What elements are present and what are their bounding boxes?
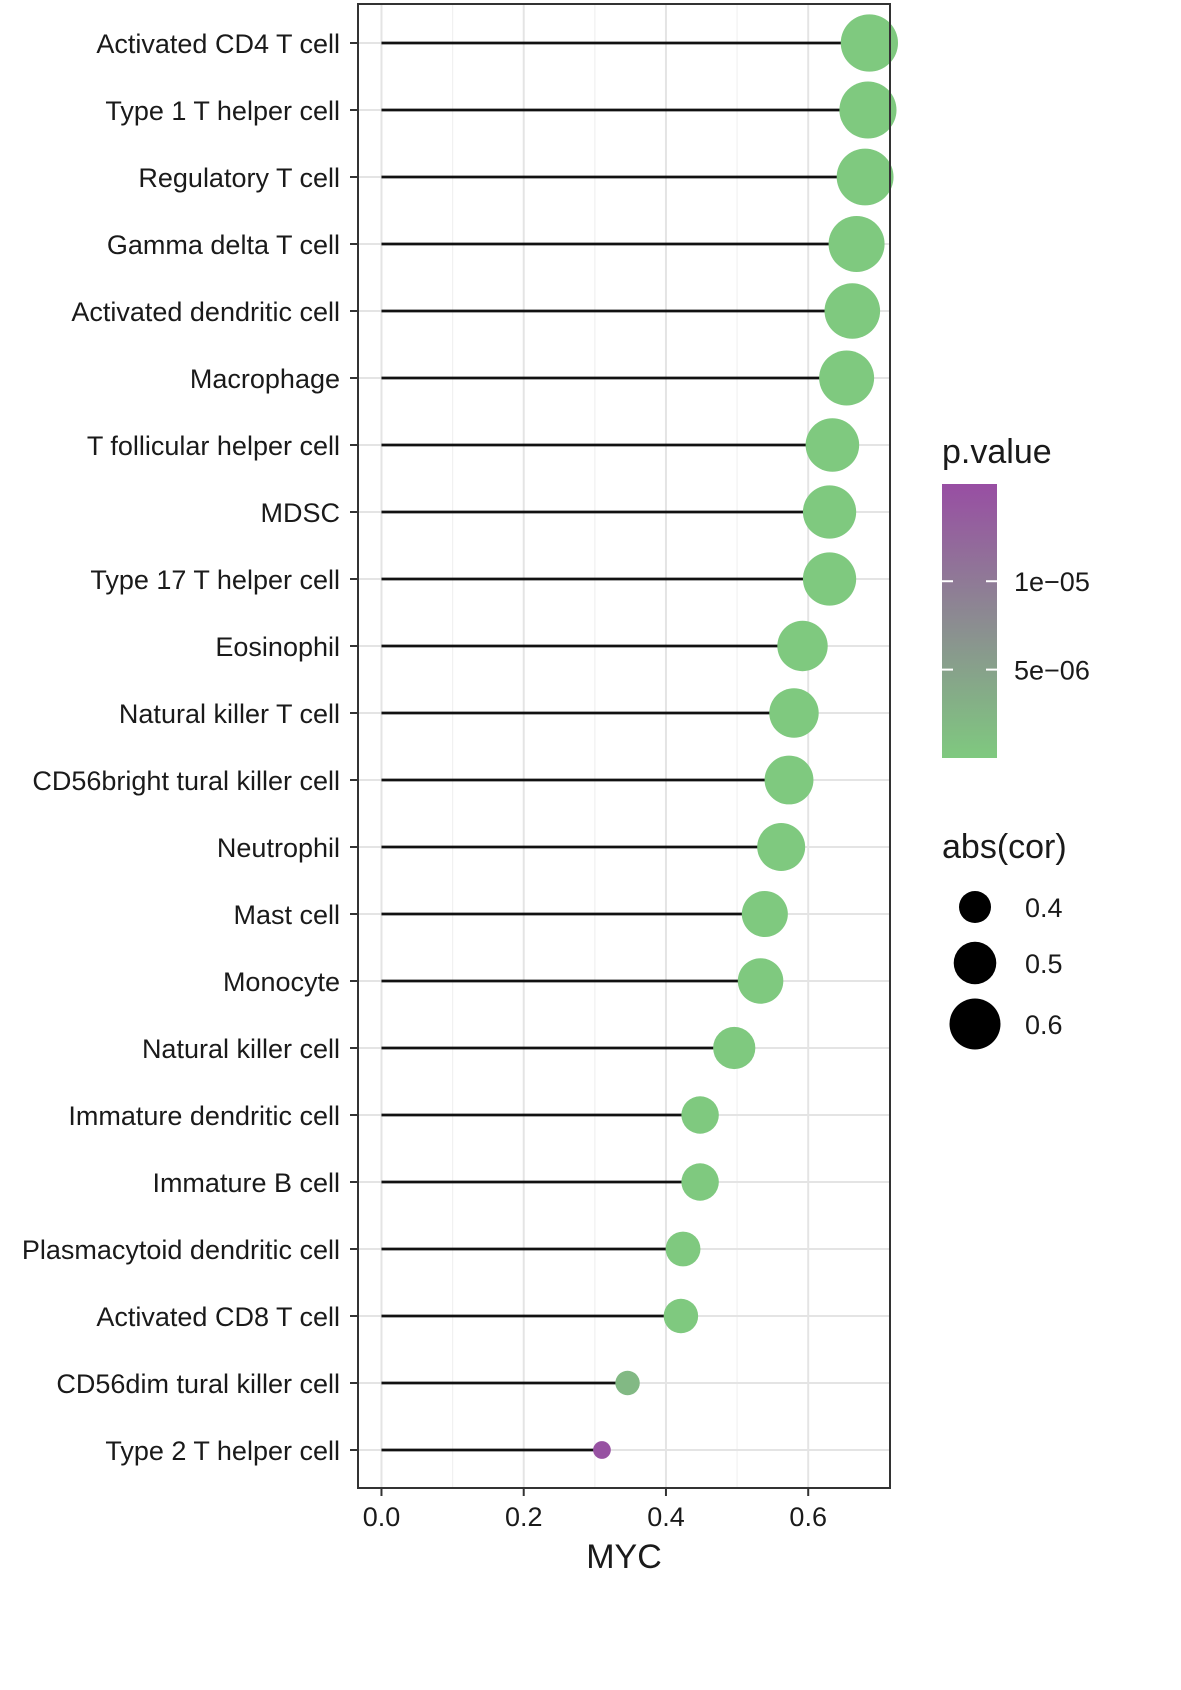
lollipop-dot [802,552,857,606]
colorbar-label: 1e−05 [1014,567,1090,597]
y-tick-label: Natural killer cell [142,1034,340,1064]
y-tick-label: Eosinophil [215,632,340,662]
colorbar [942,484,997,758]
x-axis-title: MYC [586,1538,662,1576]
y-tick-label: Immature B cell [152,1168,340,1198]
lollipop-dot [802,485,857,539]
y-axis-labels: Activated CD4 T cell Type 1 T helper cell… [22,29,340,1466]
size-legend-key [949,998,1001,1050]
lollipop-dot [681,1163,719,1201]
lollipop-dot [741,890,788,938]
size-legend-label: 0.6 [1025,1010,1063,1040]
y-tick-label: Activated CD8 T cell [96,1302,340,1332]
y-tick-label: Type 2 T helper cell [105,1436,340,1466]
lollipop-stems [381,41,870,1452]
size-legend-key [958,890,992,924]
size-legend-label: 0.4 [1025,893,1063,923]
size-legend-keys: 0.4 0.5 0.6 [949,890,1063,1050]
lollipop-dot [757,823,806,871]
y-tick-label: MDSC [261,498,341,528]
y-tick-label: Monocyte [223,967,340,997]
lollipop-dot [615,1370,640,1396]
y-tick-label: T follicular helper cell [87,431,340,461]
y-tick-label: CD56bright tural killer cell [32,766,340,796]
colorbar-ticks [942,580,997,671]
lollipop-dot [839,81,897,139]
lollipop-dot [824,283,881,339]
lollipop-dot [828,215,885,273]
lollipop-dot [819,350,875,406]
x-tick-label: 0.4 [647,1502,685,1532]
size-legend-label: 0.5 [1025,949,1063,979]
y-tick-label: Activated dendritic cell [71,297,340,327]
colorbar-label: 5e−06 [1014,656,1090,686]
y-tick-label: Natural killer T cell [119,699,340,729]
lollipop-dot [681,1096,719,1134]
y-tick-label: Type 17 T helper cell [90,565,340,595]
y-tick-label: Mast cell [233,900,340,930]
colorbar-labels: 5e−06 1e−05 [1014,567,1090,685]
lollipop-dot [836,148,894,206]
y-tick-label: Immature dendritic cell [68,1101,340,1131]
lollipop-dot [663,1298,699,1334]
lollipop-dot [777,620,828,672]
y-tick-label: Macrophage [190,364,340,394]
y-tick-label: Neutrophil [217,833,340,863]
x-tick-label: 0.2 [505,1502,543,1532]
lollipop-dot [737,958,784,1004]
panel-border [357,3,891,1489]
lollipop-dot [713,1026,756,1070]
x-tick-label: 0.6 [789,1502,827,1532]
lollipop-dots [593,14,899,1459]
lollipop-dot [764,755,814,805]
y-tick-label: Activated CD4 T cell [96,29,340,59]
x-axis-labels: 0.0 0.2 0.4 0.6 [363,1502,827,1532]
lollipop-dot [593,1441,611,1459]
y-tick-label: Regulatory T cell [138,163,340,193]
y-tick-label: Gamma delta T cell [107,230,340,260]
size-legend-title: abs(cor) [942,828,1067,866]
color-legend-title: p.value [942,433,1052,471]
lollipop-dot [840,14,899,72]
y-axis-ticks [350,42,358,1451]
size-legend-key [953,941,997,985]
size-legend: abs(cor) 0.4 0.5 0.6 [942,828,1067,1050]
y-tick-label: Plasmacytoid dendritic cell [22,1235,340,1265]
x-tick-label: 0.0 [363,1502,401,1532]
lollipop-dot [805,418,860,472]
x-axis-ticks [380,1488,810,1496]
lollipop-dot [665,1231,701,1267]
y-tick-label: Type 1 T helper cell [105,96,340,126]
color-legend: p.value 5e−06 1e−05 [942,433,1090,758]
y-tick-label: CD56dim tural killer cell [56,1369,340,1399]
lollipop-dot [769,688,819,738]
